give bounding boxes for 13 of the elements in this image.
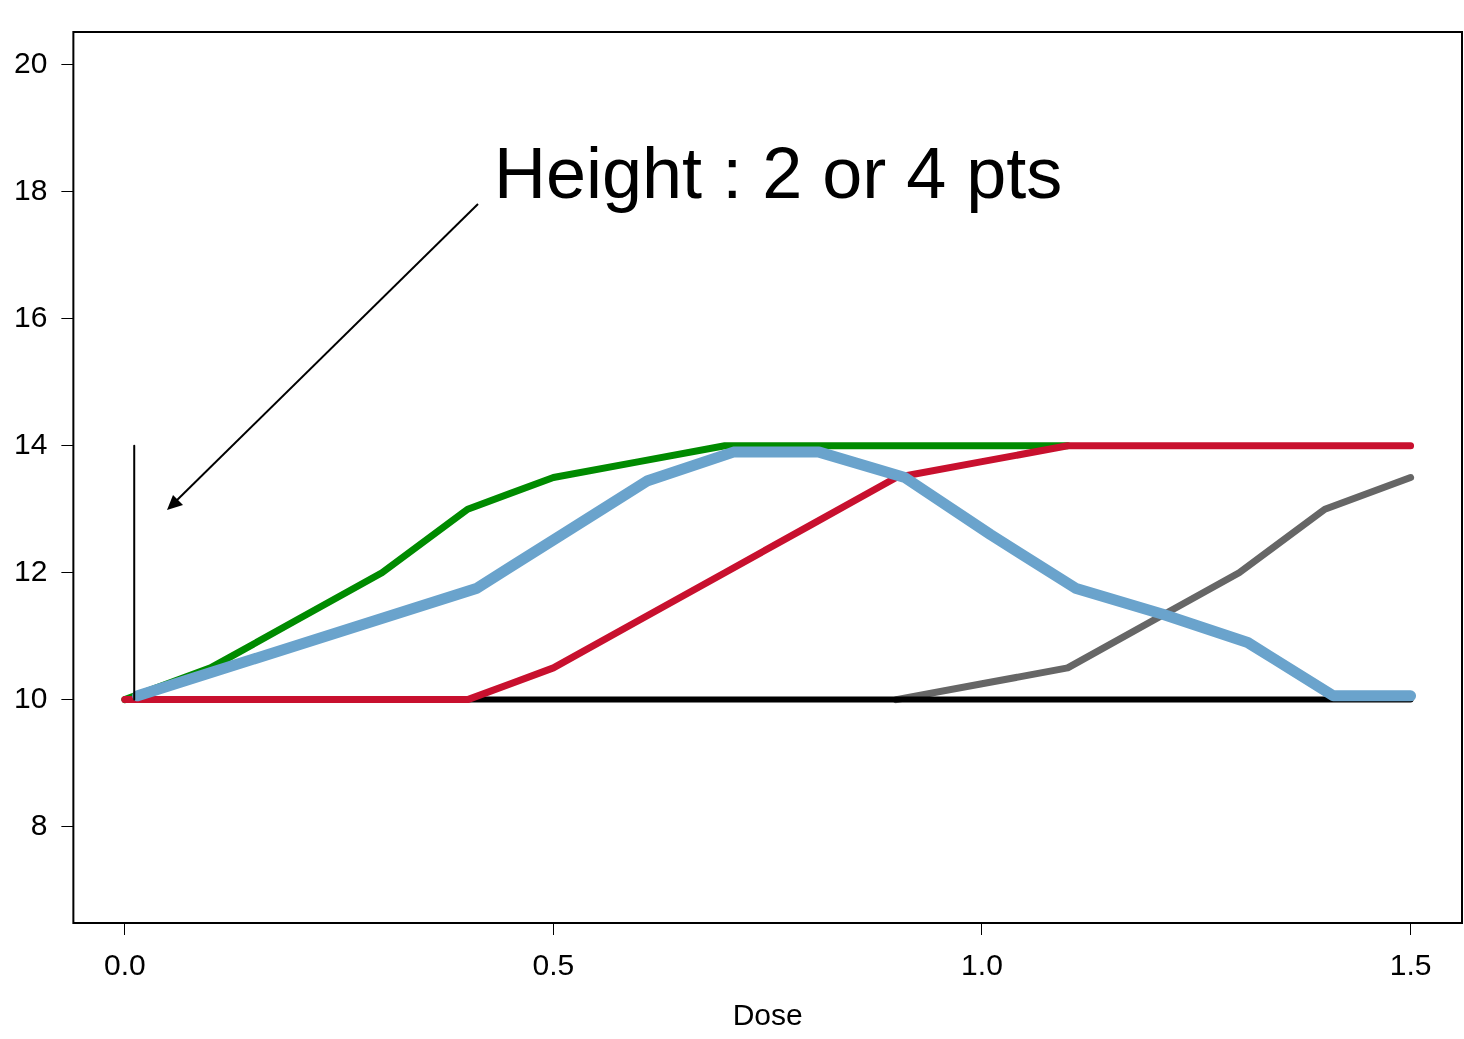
y-tick-label: 8 [30,807,48,841]
x-tick-label: 0.5 [532,948,575,982]
y-tick-label: 18 [13,173,48,207]
y-tick-label: 10 [13,680,48,714]
annotation: Height : 2 or 4 pts [494,132,1063,214]
y-tick-label: 16 [13,300,48,334]
y-tick-label: 14 [13,427,48,461]
x-tick-label: 1.5 [1389,948,1432,982]
x-axis-title: Dose [732,998,803,1032]
y-tick-label: 12 [13,553,48,587]
x-tick-label: 0.0 [103,948,146,982]
x-tick-label: 1.0 [961,948,1003,982]
y-tick-label: 20 [13,46,48,80]
